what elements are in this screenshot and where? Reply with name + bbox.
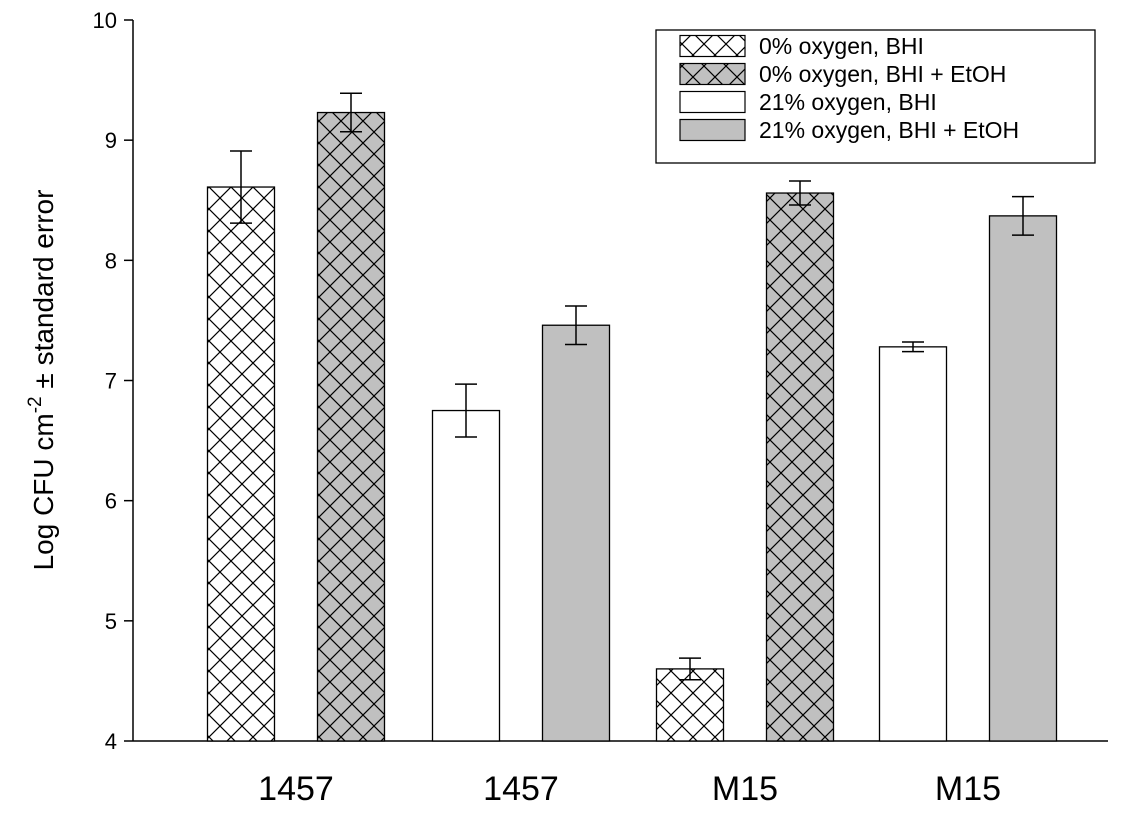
x-category-label: M15 (712, 770, 778, 808)
y-axis-label-suffix: ± standard error (28, 190, 59, 397)
legend-swatch-fill (680, 91, 745, 113)
y-axis: 4 5 6 7 8 9 10 (93, 8, 134, 754)
y-tick-label: 9 (105, 128, 117, 153)
y-tick-label: 8 (105, 248, 117, 273)
x-category-label: 1457 (258, 770, 334, 808)
y-axis-label-prefix: Log CFU cm (28, 413, 59, 570)
bar-hatch (766, 193, 834, 742)
legend-label: 0% oxygen, BHI + EtOH (759, 61, 1006, 87)
legend-swatch-hatch (680, 35, 745, 57)
error-bars (230, 92, 1034, 681)
x-category-label: M15 (935, 770, 1001, 808)
x-axis: 1457 1457 M15 M15 (133, 740, 1108, 808)
bar-fill (432, 410, 500, 741)
x-category-label: 1457 (483, 770, 559, 808)
legend-swatch-hatch (680, 63, 745, 85)
bars (206, 111, 1058, 742)
bar-hatch (207, 187, 275, 741)
y-axis-label-superscript: -2 (25, 396, 46, 413)
legend-label: 0% oxygen, BHI (759, 33, 924, 59)
y-tick-label: 6 (105, 489, 117, 514)
bar-hatch (656, 668, 724, 741)
legend-swatch (679, 118, 746, 142)
bar-hatch (317, 112, 385, 742)
legend-label: 21% oxygen, BHI (759, 89, 937, 115)
y-tick-label: 10 (93, 8, 117, 33)
y-axis-label: Log CFU cm-2 ± standard error (25, 190, 59, 571)
y-tick-label: 4 (105, 729, 117, 754)
legend-label: 21% oxygen, BHI + EtOH (759, 117, 1019, 143)
legend-swatch (679, 90, 746, 114)
bar-fill (879, 346, 947, 741)
legend-swatch-fill (680, 119, 745, 141)
y-tick-label: 5 (105, 609, 117, 634)
bar-fill (542, 325, 610, 741)
bar-fill (989, 215, 1057, 741)
legend-swatch (679, 34, 746, 58)
y-tick-label: 7 (105, 369, 117, 394)
legend-swatch (679, 62, 746, 86)
